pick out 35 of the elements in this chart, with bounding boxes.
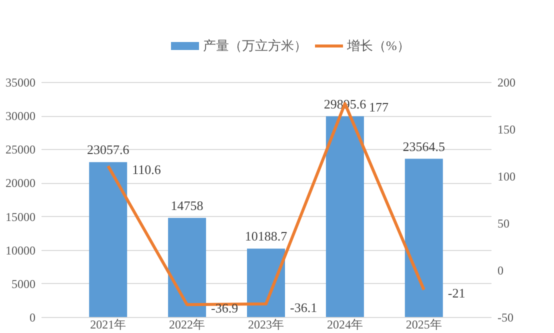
y2-tick-label: 100 [498, 170, 516, 184]
data-label: 14758 [170, 198, 204, 213]
x-tick-label: 2024年 [326, 318, 363, 332]
y2-tick-label: 50 [498, 216, 510, 230]
y2-tick-label: 0 [498, 264, 504, 278]
x-tick-label: 2021年 [90, 318, 126, 332]
y-tick-label: 15000 [6, 210, 36, 224]
data-label: 23564.5 [402, 138, 446, 154]
bar [89, 162, 128, 317]
bar [326, 116, 364, 317]
x-tick-label: 2023年 [248, 318, 284, 332]
y-tick-label: 30000 [6, 109, 36, 124]
data-label: -21 [448, 286, 466, 301]
legend-label: 产量（万立方米） [203, 38, 307, 53]
y2-tick-label: 200 [498, 76, 516, 90]
y-tick-label: 35000 [6, 76, 36, 90]
y2-tick-label: 150 [498, 122, 516, 136]
data-label: 110.6 [132, 162, 162, 178]
x-tick-label: 2025年 [406, 318, 442, 332]
x-tick-label: 2022年 [169, 318, 206, 332]
data-label: 23057.6 [86, 142, 130, 158]
bar [247, 248, 285, 317]
data-label: 177 [368, 100, 389, 115]
data-label: -36.1 [290, 300, 318, 315]
y-tick-label: 10000 [6, 243, 36, 258]
data-label: -36.9 [211, 300, 238, 316]
legend-label: 增长（%） [346, 38, 410, 53]
y-tick-label: 25000 [6, 142, 36, 157]
bar [168, 218, 206, 317]
y-tick-label: 20000 [6, 176, 36, 190]
y2-tick-label: -50 [498, 310, 514, 324]
y-tick-label: 5000 [12, 276, 36, 291]
bar [404, 158, 443, 317]
data-label: 10188.7 [244, 228, 288, 244]
y-tick-label: 0 [30, 310, 36, 324]
